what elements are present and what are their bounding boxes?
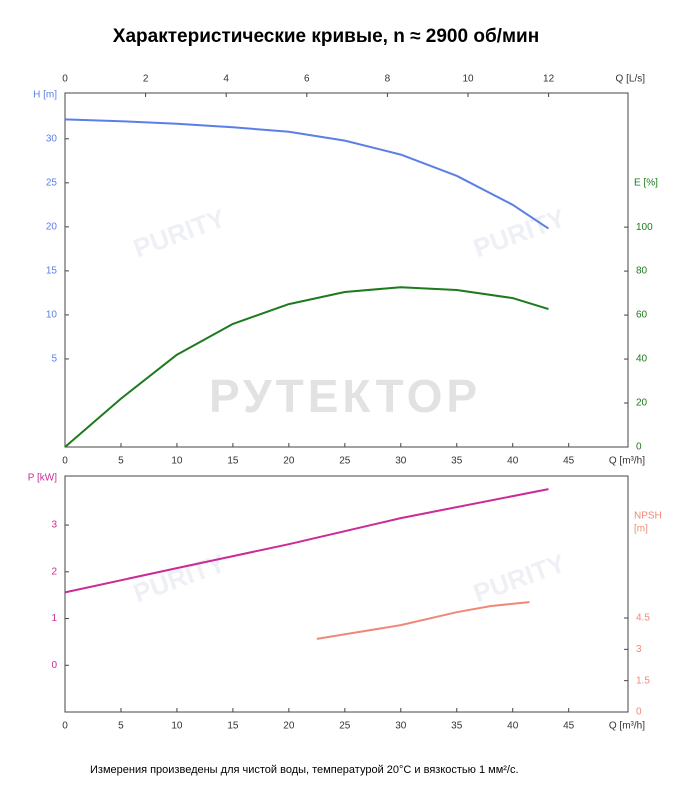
x2-tick-label: 2 xyxy=(143,74,149,85)
series-line xyxy=(64,118,550,230)
x2-tick-label: 0 xyxy=(62,74,68,85)
y2-tick-label: 100 xyxy=(636,222,653,233)
y2-tick-label: 80 xyxy=(636,266,648,277)
x-tick-label: 25 xyxy=(339,721,351,732)
y-tick-label: 10 xyxy=(46,310,58,321)
x-tick-label: 20 xyxy=(283,721,295,732)
x-tick-label: 40 xyxy=(507,721,519,732)
footnote: Измерения произведены для чистой воды, т… xyxy=(90,764,519,776)
x-axis-label: Q [m³/h] xyxy=(609,456,645,467)
y2-tick-label: 20 xyxy=(636,398,648,409)
watermark-logo: PURITY xyxy=(469,548,569,609)
y-tick-label: 30 xyxy=(46,133,58,144)
chart-title: Характеристические кривые, n ≈ 2900 об/м… xyxy=(113,26,539,47)
plot-frame xyxy=(64,475,629,713)
x-tick-label: 15 xyxy=(227,721,239,732)
y-tick-label: 25 xyxy=(46,177,58,188)
x-axis-label: Q [m³/h] xyxy=(609,721,645,732)
y-tick-label: 1 xyxy=(51,613,57,624)
x-tick-label: 5 xyxy=(118,456,124,467)
y-axis-label: P [kW] xyxy=(28,473,57,484)
y2-axis-label: E [%] xyxy=(634,178,658,189)
x-tick-label: 30 xyxy=(395,721,407,732)
watermark: РУТЕКТОР xyxy=(209,370,481,422)
y2-tick-label: 60 xyxy=(636,310,648,321)
y-tick-label: 2 xyxy=(51,566,57,577)
x-tick-label: 45 xyxy=(563,721,575,732)
x2-tick-label: 8 xyxy=(385,74,391,85)
y-axis-label: H [m] xyxy=(33,90,57,101)
y-tick-label: 3 xyxy=(51,520,57,531)
series-line xyxy=(64,286,549,448)
x2-tick-label: 6 xyxy=(304,74,310,85)
y-tick-label: 5 xyxy=(51,354,57,365)
x2-tick-label: 4 xyxy=(223,74,229,85)
y2-tick-label: 0 xyxy=(636,442,642,453)
x-tick-label: 0 xyxy=(62,721,68,732)
x-tick-label: 45 xyxy=(563,456,575,467)
y2-tick-label: 1.5 xyxy=(636,675,650,686)
x-tick-label: 5 xyxy=(118,721,124,732)
x2-tick-label: 12 xyxy=(543,74,555,85)
x-tick-label: 10 xyxy=(171,721,183,732)
x-tick-label: 25 xyxy=(339,456,351,467)
x-tick-label: 40 xyxy=(507,456,519,467)
x-tick-label: 10 xyxy=(171,456,183,467)
y2-axis-label: NPSH xyxy=(634,511,662,522)
y2-axis-label: [m] xyxy=(634,524,648,535)
watermark-logo: PURITY xyxy=(129,203,229,264)
y-tick-label: 0 xyxy=(51,660,57,671)
y2-tick-label: 40 xyxy=(636,354,648,365)
watermark-logo: PURITY xyxy=(469,203,569,264)
x-tick-label: 0 xyxy=(62,456,68,467)
y2-tick-label: 0 xyxy=(636,707,642,718)
y-tick-label: 20 xyxy=(46,221,58,232)
series-line xyxy=(316,601,530,640)
series-line xyxy=(64,488,549,594)
y2-tick-label: 3 xyxy=(636,644,642,655)
x-tick-label: 30 xyxy=(395,456,407,467)
x-tick-label: 35 xyxy=(451,721,463,732)
x2-axis-label: Q [L/s] xyxy=(616,74,646,85)
y2-tick-label: 4.5 xyxy=(636,613,650,624)
x-tick-label: 20 xyxy=(283,456,295,467)
x-tick-label: 15 xyxy=(227,456,239,467)
x-tick-label: 35 xyxy=(451,456,463,467)
x2-tick-label: 10 xyxy=(462,74,474,85)
plot-frame xyxy=(64,92,629,448)
watermark-logo: PURITY xyxy=(129,548,229,609)
y-tick-label: 15 xyxy=(46,266,58,277)
